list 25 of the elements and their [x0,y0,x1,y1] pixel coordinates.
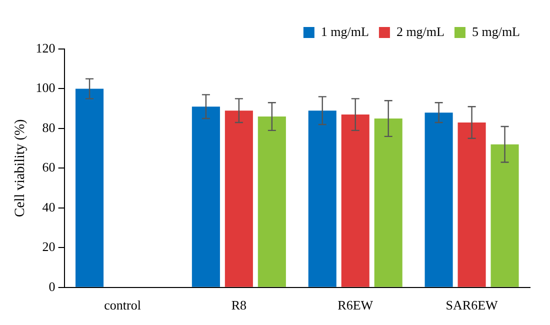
bar [308,110,336,287]
y-tick-label: 100 [36,80,56,96]
legend-label: 1 mg/mL [320,24,370,39]
x-tick-label: control [104,298,142,313]
x-tick-label: R6EW [338,298,374,313]
y-tick-label: 60 [42,160,56,175]
x-tick-label: R8 [231,298,247,313]
x-tick-label: SAR6EW [446,298,499,313]
bar [374,118,402,287]
bar [192,106,220,287]
legend-label: 5 mg/mL [472,24,520,39]
y-tick-label: 40 [42,199,56,214]
bar [258,116,286,287]
y-tick-label: 0 [48,278,56,294]
legend-label: 2 mg/mL [396,24,445,39]
bar [458,122,486,287]
y-tick-label: 120 [36,40,56,56]
y-axis-title: Cell viability (%) [13,118,28,218]
bar [424,112,453,287]
bar [490,144,519,287]
y-tick-label: 20 [42,239,56,254]
bar [341,114,370,287]
bar [224,110,253,287]
y-tick-label: 80 [42,120,56,135]
bar [76,88,104,287]
